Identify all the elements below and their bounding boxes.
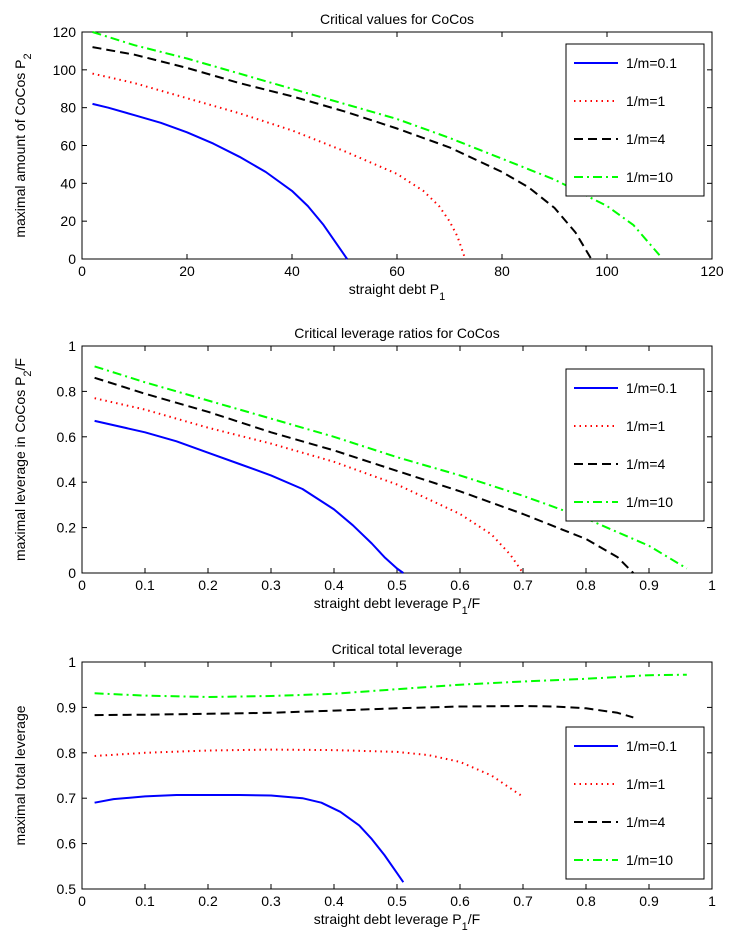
y-tick-label: 0.8 (57, 745, 77, 761)
x-tick-label: 0.2 (198, 893, 218, 909)
legend-label: 1/m=1 (626, 93, 666, 109)
series-line-1 (92, 102, 348, 260)
x-tick-label: 60 (389, 263, 405, 279)
x-tick-label: 0.5 (387, 577, 407, 593)
y-tick-label: 1 (68, 338, 76, 354)
x-tick-label: 0.7 (513, 893, 533, 909)
series-line-4 (94, 673, 687, 698)
x-tick-label: 0.3 (261, 577, 281, 593)
y-tick-label: 0.5 (57, 881, 77, 897)
legend-box (565, 726, 705, 880)
legend-label: 1/m=4 (626, 456, 666, 472)
legend: 1/m=0.1 1/m=1 1/m=4 1/m=10 (565, 43, 705, 197)
legend: 1/m=0.1 1/m=1 1/m=4 1/m=10 (565, 726, 705, 880)
x-tick-label: 0.9 (639, 577, 659, 593)
series-line-2 (94, 397, 524, 574)
x-tick-label: 0.6 (450, 577, 470, 593)
y-tick-label: 120 (53, 24, 77, 40)
y-axis-label: maximal amount of CoCos P2 (12, 53, 34, 237)
legend-label: 1/m=10 (626, 494, 673, 510)
x-tick-label: 1 (708, 893, 716, 909)
y-tick-label: 0.6 (57, 429, 77, 445)
x-tick-label: 0.8 (576, 577, 596, 593)
legend-box (565, 368, 705, 522)
x-tick-label: 40 (284, 263, 300, 279)
x-axis-label: straight debt P1 (349, 281, 445, 303)
legend-label: 1/m=0.1 (626, 380, 677, 396)
chart-title: Critical total leverage (332, 641, 463, 657)
chart-panel-3: Critical total leverage 0 0.1 0.2 0.3 0.4 0.5 0… (12, 641, 716, 933)
y-tick-label: 100 (53, 62, 77, 78)
legend-label: 1/m=4 (626, 131, 666, 147)
legend-label: 1/m=0.1 (626, 738, 677, 754)
y-tick-label: 0.8 (57, 383, 77, 399)
x-tick-label: 0.1 (135, 893, 155, 909)
x-tick-label: 0.3 (261, 893, 281, 909)
x-tick-label: 80 (494, 263, 510, 279)
y-tick-label: 80 (60, 100, 76, 116)
series-line-3 (92, 46, 593, 260)
chart-title: Critical leverage ratios for CoCos (294, 325, 499, 341)
x-tick-label: 20 (179, 263, 195, 279)
x-tick-label: 0 (78, 893, 86, 909)
series-line-2 (94, 748, 524, 798)
series-line-4 (92, 31, 661, 256)
x-tick-label: 0 (78, 577, 86, 593)
series-line-1 (94, 419, 404, 574)
x-tick-label: 0.1 (135, 577, 155, 593)
x-axis-label: straight debt leverage P1/F (314, 595, 480, 617)
x-tick-label: 0.5 (387, 893, 407, 909)
x-tick-label: 120 (700, 263, 724, 279)
legend-label: 1/m=0.1 (626, 55, 677, 71)
legend: 1/m=0.1 1/m=1 1/m=4 1/m=10 (565, 368, 705, 522)
x-tick-label: 0.2 (198, 577, 218, 593)
legend-box (565, 43, 705, 197)
y-tick-label: 0.4 (57, 474, 77, 490)
series-line-2 (92, 72, 467, 260)
legend-label: 1/m=1 (626, 776, 666, 792)
y-tick-label: 1 (68, 654, 76, 670)
chart-title: Critical values for CoCos (320, 11, 474, 27)
series-line-1 (94, 794, 405, 883)
legend-label: 1/m=4 (626, 814, 666, 830)
y-tick-label: 0 (68, 251, 76, 267)
series-line-4 (94, 365, 688, 570)
series-line-3 (94, 705, 634, 719)
x-tick-label: 0.9 (639, 893, 659, 909)
x-tick-label: 0 (78, 263, 86, 279)
y-tick-label: 0.7 (57, 790, 77, 806)
y-tick-label: 0.9 (57, 699, 77, 715)
y-tick-label: 40 (60, 175, 76, 191)
x-tick-label: 0.6 (450, 893, 470, 909)
y-tick-label: 60 (60, 138, 76, 154)
x-tick-label: 0.8 (576, 893, 596, 909)
chart-panel-1: Critical values for CoCos 0 20 40 60 80 100 120… (12, 11, 724, 303)
x-tick-label: 0.4 (324, 577, 344, 593)
x-axis-label: straight debt leverage P1/F (314, 911, 480, 933)
y-axis-label: maximal total leverage (12, 705, 28, 845)
x-tick-label: 0.7 (513, 577, 533, 593)
legend-label: 1/m=10 (626, 852, 673, 868)
x-tick-label: 100 (595, 263, 619, 279)
x-tick-label: 0.4 (324, 893, 344, 909)
y-tick-label: 0 (68, 565, 76, 581)
chart-panel-2: Critical leverage ratios for CoCos 0 0.1 0.… (12, 325, 716, 617)
legend-label: 1/m=1 (626, 418, 666, 434)
y-tick-label: 0.6 (57, 836, 77, 852)
y-tick-label: 0.2 (57, 520, 77, 536)
x-tick-label: 1 (708, 577, 716, 593)
series-line-3 (94, 376, 635, 574)
y-axis-label: maximal leverage in CoCos P2/F (12, 358, 34, 561)
legend-label: 1/m=10 (626, 169, 673, 185)
y-tick-label: 20 (60, 213, 76, 229)
